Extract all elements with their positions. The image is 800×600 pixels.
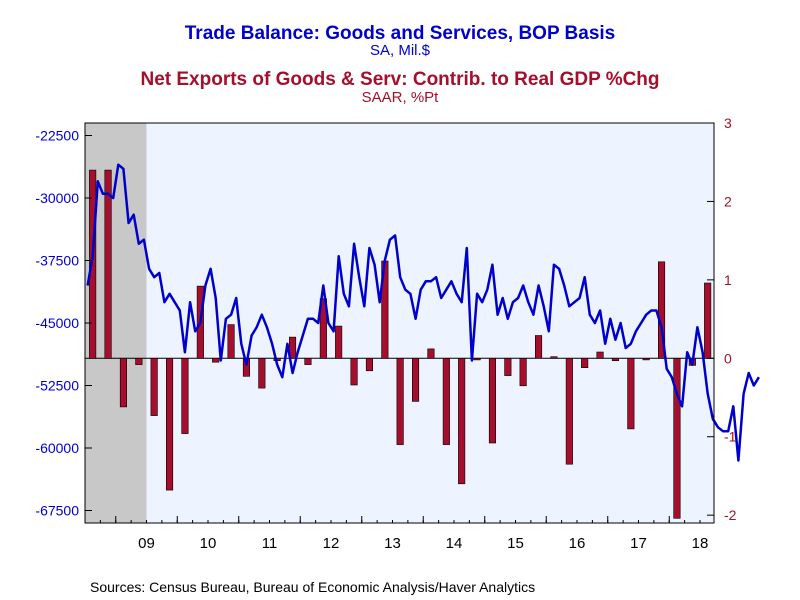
- right-axis-ticks: 3 2 1 0 -1 -2: [707, 115, 737, 523]
- net-exports-bar: [473, 357, 481, 361]
- x-tick-label: 11: [262, 535, 278, 552]
- x-tick-label: 13: [384, 535, 401, 552]
- net-exports-bar: [488, 357, 497, 444]
- right-tick-label: -1: [724, 429, 737, 445]
- left-tick-label: -60000: [35, 440, 79, 456]
- net-exports-bar: [534, 335, 543, 359]
- net-exports-bar: [504, 357, 512, 376]
- trade-balance-line: [86, 163, 760, 462]
- net-exports-bar: [135, 357, 143, 365]
- net-exports-bar: [442, 357, 450, 445]
- net-exports-bar: [335, 325, 343, 359]
- chart-title-trade-balance: Trade Balance: Goods and Services, BOP B…: [185, 23, 616, 44]
- sources-note: Sources: Census Bureau, Bureau of Econom…: [90, 579, 535, 595]
- net-exports-bar: [673, 357, 681, 519]
- net-exports-bar: [365, 357, 374, 372]
- net-exports-bar: [581, 357, 589, 368]
- net-exports-bar: [458, 357, 466, 485]
- left-tick-label: -22500: [35, 128, 79, 144]
- net-exports-bar: [150, 357, 158, 416]
- left-tick-label: -52500: [35, 378, 79, 394]
- right-tick-label: 2: [724, 193, 732, 209]
- net-exports-bar: [427, 348, 435, 359]
- net-exports-bar: [350, 357, 358, 386]
- net-exports-bar: [396, 357, 404, 445]
- net-exports-bar: [104, 169, 112, 359]
- left-tick-label: -67500: [35, 503, 79, 519]
- left-tick-label: -45000: [35, 315, 79, 331]
- chart-title-net-exports: Net Exports of Goods & Serv: Contrib. to…: [140, 69, 659, 90]
- net-exports-bar: [304, 357, 312, 365]
- x-tick-label: 12: [323, 535, 340, 552]
- x-tick-label: 10: [200, 535, 217, 552]
- net-exports-bar: [89, 169, 97, 359]
- net-exports-bar: [411, 357, 420, 402]
- net-exports-bar: [119, 357, 127, 408]
- right-tick-label: 0: [724, 350, 732, 366]
- net-exports-bar: [519, 357, 527, 387]
- x-tick-label: 17: [630, 535, 647, 552]
- net-exports-bar: [166, 357, 174, 491]
- net-exports-bar: [611, 357, 620, 361]
- right-tick-label: -2: [724, 507, 737, 523]
- net-exports-bar: [550, 356, 558, 359]
- left-axis-ticks: -22500 -30000 -37500 -45000 -52500 -60000 -675…: [35, 128, 92, 519]
- net-exports-bar: [704, 282, 712, 359]
- net-exports-bar: [627, 357, 635, 430]
- net-exports-bar: [181, 357, 189, 434]
- left-tick-label: -30000: [35, 190, 79, 206]
- left-tick-label: -37500: [35, 253, 79, 269]
- net-exports-bar: [227, 324, 235, 359]
- right-tick-label: 3: [724, 115, 732, 131]
- right-tick-label: 1: [724, 272, 732, 288]
- net-exports-bar: [596, 351, 604, 359]
- chart-subtitle-net-exports-units: SAAR, %Pt: [362, 89, 440, 106]
- x-tick-label: 09: [138, 535, 155, 552]
- net-exports-bar: [565, 357, 573, 465]
- x-tick-label: 16: [569, 535, 586, 552]
- x-tick-label: 15: [507, 535, 524, 552]
- x-tick-label: 14: [446, 535, 463, 552]
- net-exports-bar: [319, 298, 327, 359]
- chart-subtitle-trade-balance-units: SA, Mil.$: [370, 42, 431, 59]
- x-tick-label: 18: [692, 535, 709, 552]
- x-axis-ticks: 09 10 11 12 13 14 15 16 17 18: [99, 516, 709, 552]
- net-exports-bar: [212, 357, 220, 363]
- net-exports-bar: [657, 261, 666, 359]
- net-exports-bar: [642, 357, 650, 361]
- net-exports-bar: [258, 357, 266, 389]
